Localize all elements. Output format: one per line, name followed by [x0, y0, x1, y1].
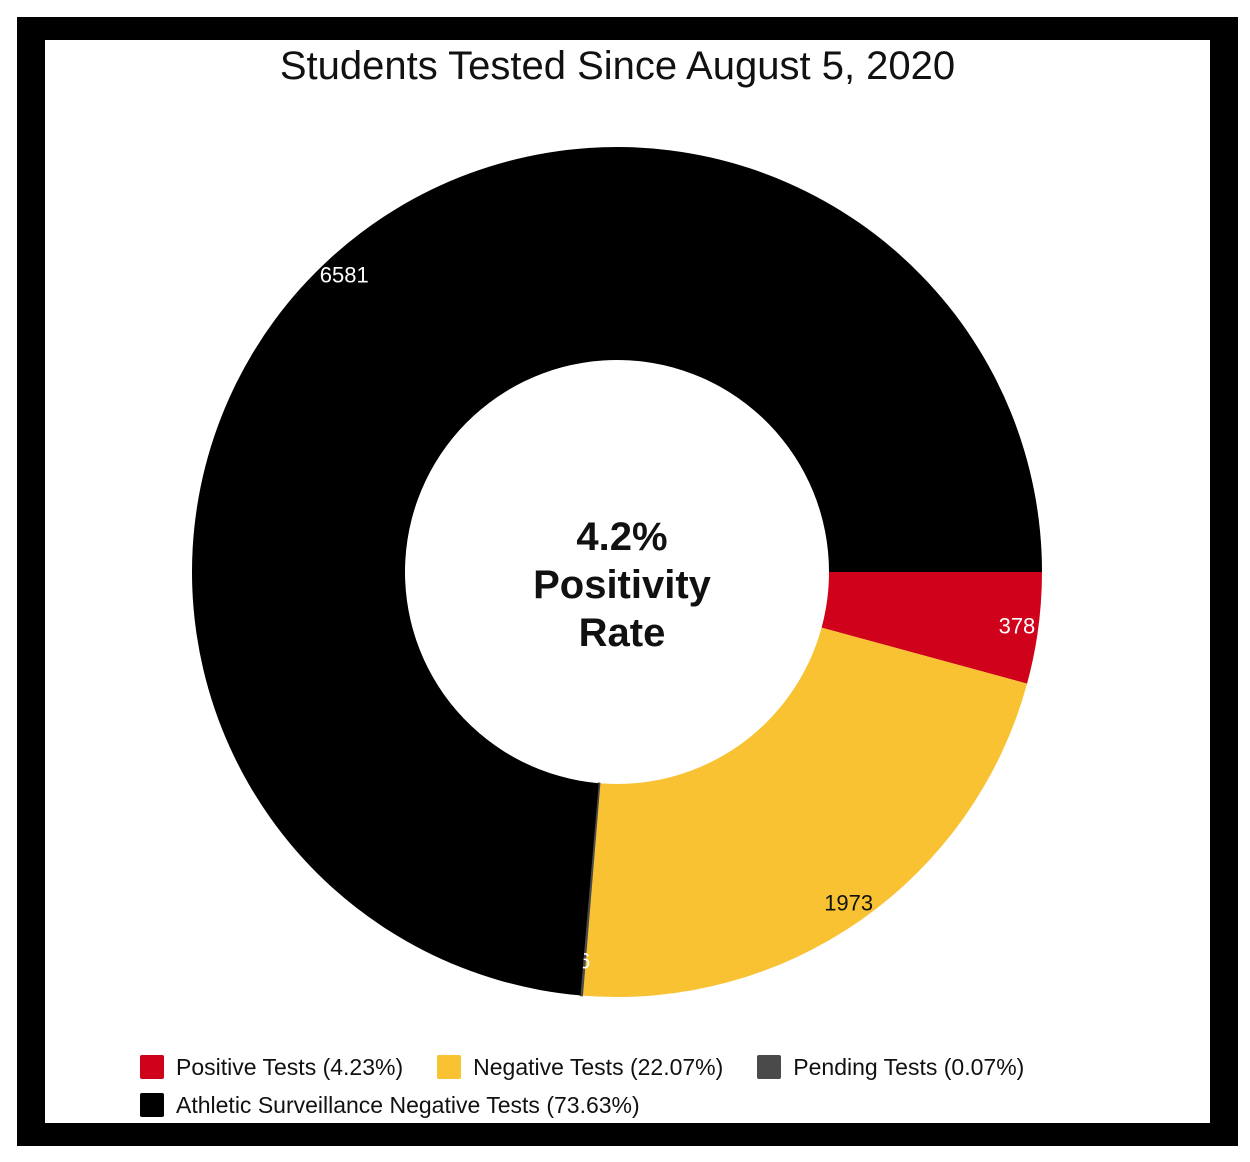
slice-value-negative: 1973 — [824, 890, 873, 915]
chart-legend: Positive Tests (4.23%) Negative Tests (2… — [140, 1048, 1058, 1124]
slice-negative — [582, 627, 1028, 997]
slice-athletic — [191, 146, 1043, 996]
legend-row-2: Athletic Surveillance Negative Tests (73… — [140, 1086, 1058, 1124]
legend-item-pending: Pending Tests (0.07%) — [757, 1054, 1024, 1081]
legend-swatch-negative — [437, 1055, 462, 1079]
slice-value-positive: 378 — [999, 613, 1036, 638]
slice-positive — [821, 572, 1042, 684]
center-label-line-3: Rate — [579, 611, 666, 655]
legend-percent-athletic: (73.63%) — [546, 1091, 640, 1118]
legend-item-athletic: Athletic Surveillance Negative Tests (73… — [140, 1092, 640, 1119]
legend-percent-positive: (4.23%) — [322, 1053, 404, 1080]
legend-item-negative: Negative Tests (22.07%) — [437, 1054, 723, 1081]
legend-label-negative: Negative Tests — [473, 1053, 624, 1080]
legend-percent-negative: (22.07%) — [629, 1053, 724, 1080]
legend-label-athletic: Athletic Surveillance Negative Tests — [176, 1091, 540, 1118]
slice-pending — [579, 782, 601, 997]
legend-swatch-athletic — [140, 1093, 164, 1117]
chart-title: Students Tested Since August 5, 2020 — [279, 44, 956, 88]
legend-swatch-positive — [140, 1055, 164, 1079]
center-label-line-2: Positivity — [533, 563, 712, 607]
legend-item-positive: Positive Tests (4.23%) — [140, 1054, 403, 1081]
legend-label-pending: Pending Tests — [793, 1053, 938, 1080]
legend-swatch-pending — [757, 1055, 782, 1079]
center-label-line-1: 4.2% — [576, 515, 667, 559]
slice-value-athletic: 6581 — [320, 263, 369, 288]
legend-row-1: Positive Tests (4.23%) Negative Tests (2… — [140, 1048, 1058, 1086]
legend-label-positive: Positive Tests — [176, 1053, 317, 1080]
legend-percent-pending: (0.07%) — [943, 1053, 1025, 1080]
